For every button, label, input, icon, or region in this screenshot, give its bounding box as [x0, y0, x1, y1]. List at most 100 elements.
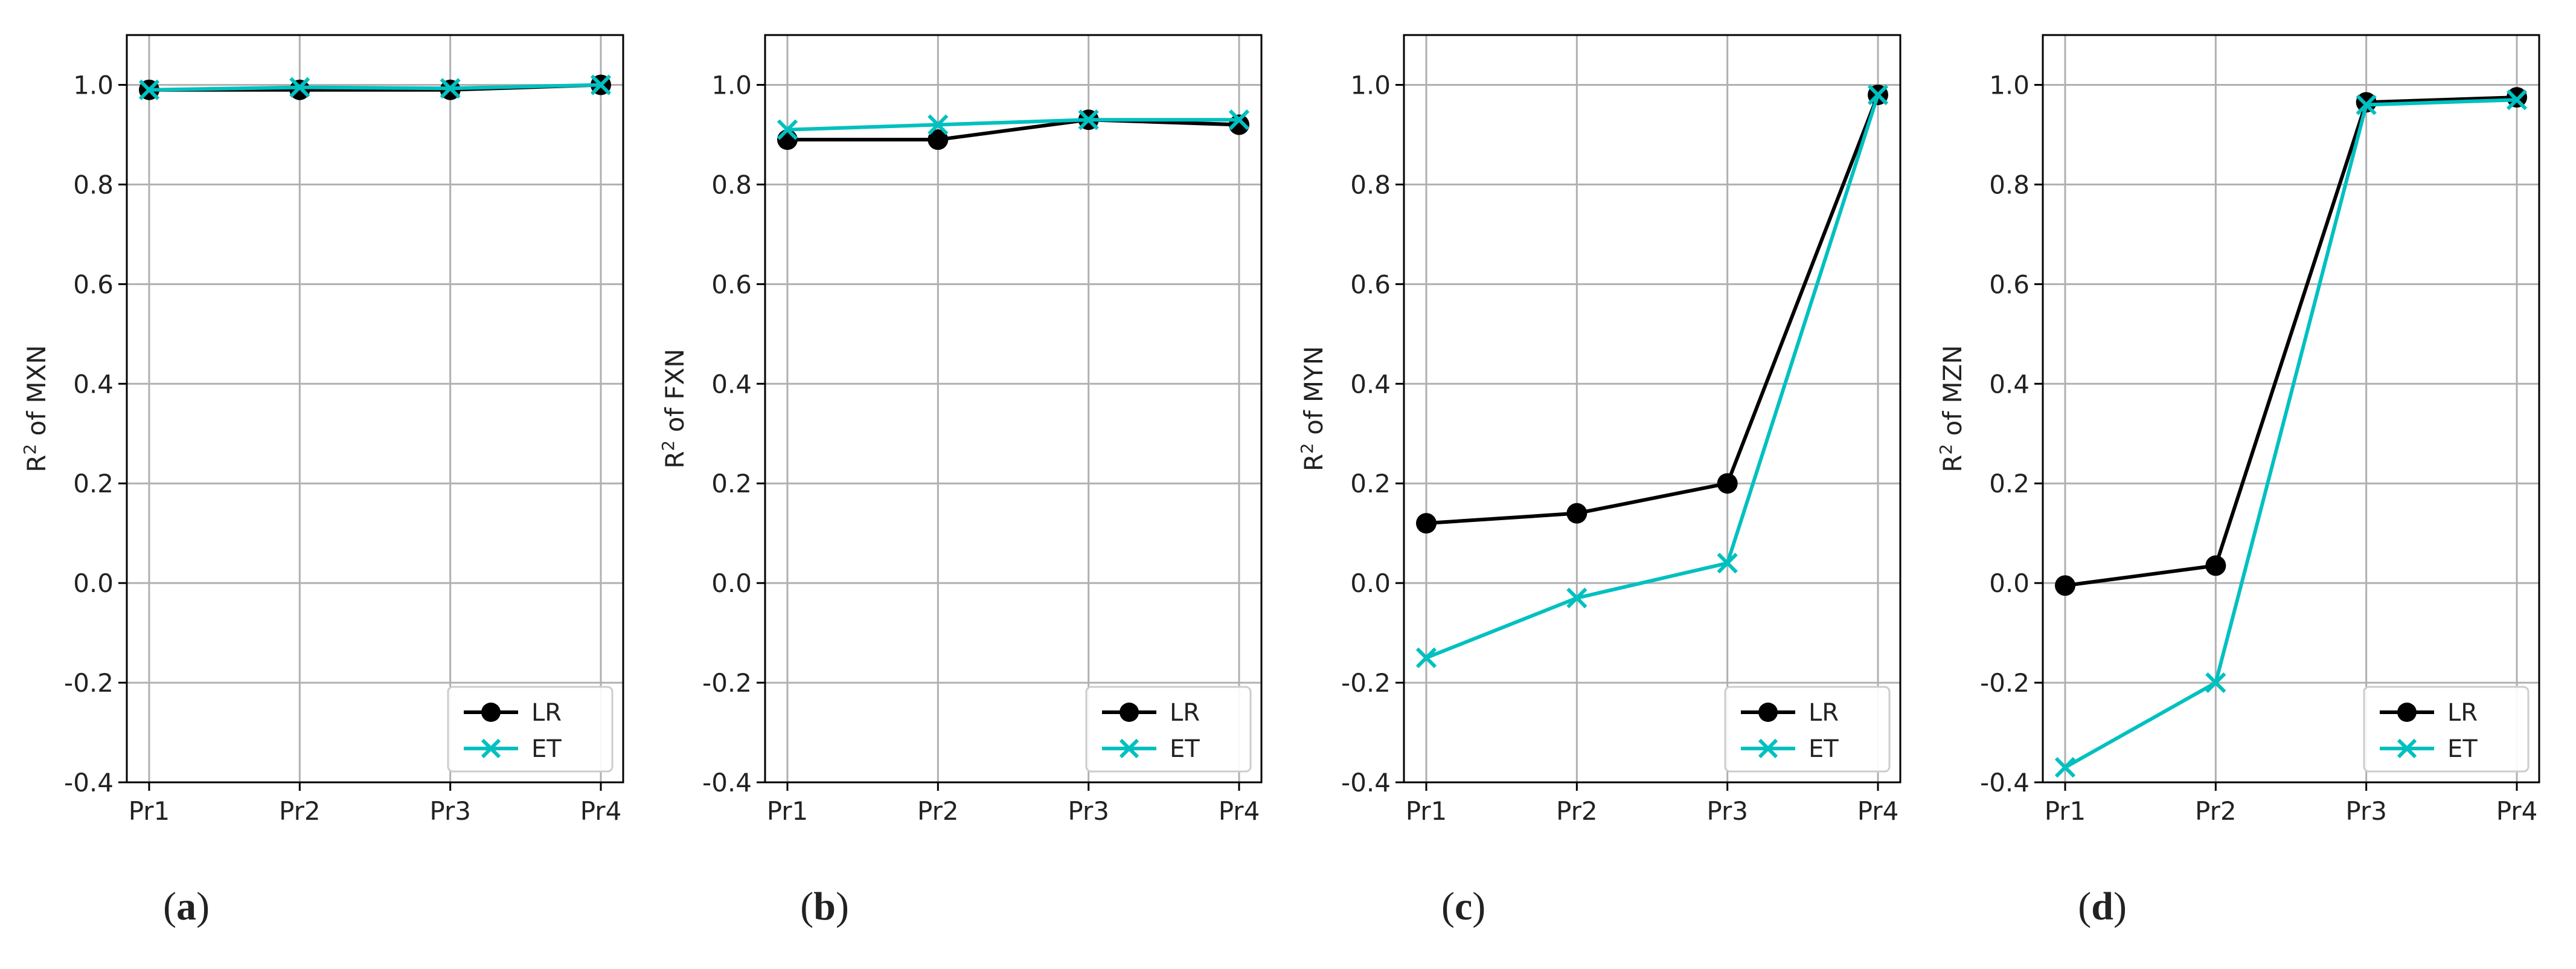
legend-marker-et — [481, 738, 501, 759]
x-tick-label: Pr4 — [1219, 796, 1260, 826]
legend-label: ET — [2447, 735, 2478, 763]
data-point-lr — [2054, 575, 2075, 596]
x-tick-label: Pr2 — [279, 796, 321, 826]
y-tick-label: -0.2 — [64, 668, 114, 698]
data-point-et — [138, 79, 160, 100]
plot-frame — [2042, 34, 2540, 784]
y-tick-label: 0.4 — [1989, 369, 2030, 399]
legend: LR ET — [447, 686, 614, 773]
y-axis-label-rest: of MXN — [22, 345, 51, 444]
y-tick-label: 0.8 — [1350, 170, 1391, 199]
legend-marker-lr — [1120, 703, 1139, 722]
panel-label-letter: c — [1455, 884, 1472, 929]
y-tick-label: -0.2 — [702, 668, 752, 698]
data-point-et-stroke — [777, 119, 798, 140]
panel-label-close-paren: ) — [2113, 884, 2127, 929]
data-point-et — [2054, 757, 2076, 778]
panel-label-open-paren: ( — [163, 884, 176, 929]
legend-marker-lr — [1758, 703, 1778, 722]
x-tick-label: Pr2 — [917, 796, 959, 826]
panel-label: (d) — [2078, 884, 2127, 929]
data-point-et — [1717, 553, 1738, 574]
legend-label: ET — [1170, 735, 1200, 763]
data-point-et — [2205, 672, 2226, 694]
data-point-et — [590, 74, 612, 95]
x-tick-label: Pr2 — [1556, 796, 1598, 826]
plot-frame — [764, 34, 1263, 784]
data-point-et — [440, 78, 461, 99]
data-point-et-stroke — [1717, 553, 1738, 574]
y-tick-label: 1.0 — [1350, 70, 1391, 100]
legend-marker-lr — [2397, 703, 2417, 722]
legend-box — [447, 686, 614, 773]
legend-label: LR — [1170, 699, 1200, 727]
x-tick-label: Pr4 — [2496, 796, 2538, 826]
panel-label-close-paren: ) — [836, 884, 849, 929]
legend-box — [1085, 686, 1252, 773]
y-axis-label-superscript: 2 — [1297, 443, 1317, 454]
y-tick-label: -0.4 — [702, 768, 752, 797]
y-axis-label-rest: of MZN — [1938, 345, 1967, 444]
data-point-et — [1867, 84, 1889, 106]
data-point-et-stroke — [2054, 757, 2076, 778]
panel-label-close-paren: ) — [196, 884, 210, 929]
y-tick-label: 0.4 — [73, 369, 114, 399]
data-point-et — [1078, 109, 1099, 130]
y-tick-label: 1.0 — [73, 70, 114, 100]
y-tick-label: 0.4 — [1350, 369, 1391, 399]
series-line-lr — [787, 118, 1240, 142]
chart-panel-d: -0.4 -0.2 0.0 0.2 0.4 0.6 0.8 1.0 Pr1 Pr2 Pr3 Pr4 R2… — [1936, 34, 2540, 929]
plot-frame — [126, 34, 624, 784]
chart-panel-a: -0.4 -0.2 0.0 0.2 0.4 0.6 0.8 1.0 Pr1 Pr2 Pr3 Pr4 R2… — [20, 34, 624, 929]
y-tick-label: 0.2 — [1989, 469, 2030, 498]
data-point-lr — [1717, 473, 1738, 494]
series-line-et — [149, 83, 601, 92]
legend: LR ET — [1724, 686, 1891, 773]
legend: LR ET — [1085, 686, 1252, 773]
legend-marker-et — [2397, 738, 2417, 759]
legend-label: LR — [2447, 699, 2478, 727]
data-point-lr — [928, 129, 949, 150]
panel-label-open-paren: ( — [800, 884, 813, 929]
plot-frame — [1403, 34, 1902, 784]
data-point-et-stroke — [1415, 647, 1437, 668]
panel-label-letter: a — [176, 884, 196, 929]
legend-box — [1724, 686, 1891, 773]
data-point-et — [777, 119, 798, 140]
y-axis-label: R2 of MXN — [20, 345, 51, 472]
data-point-et-stroke — [138, 79, 160, 100]
y-tick-label: 0.8 — [1989, 170, 2030, 199]
panel-label-open-paren: ( — [2078, 884, 2091, 929]
y-axis-label-base: R — [1938, 455, 1967, 472]
y-tick-label: 0.2 — [711, 469, 752, 498]
y-tick-label: -0.2 — [1980, 668, 2030, 698]
data-point-et — [928, 114, 949, 135]
chart-panel-c: -0.4 -0.2 0.0 0.2 0.4 0.6 0.8 1.0 Pr1 Pr2 Pr3 Pr4 R2… — [1297, 34, 1902, 929]
x-tick-label: Pr3 — [1706, 796, 1748, 826]
x-tick-label: Pr2 — [2195, 796, 2237, 826]
y-tick-label: 0.2 — [73, 469, 114, 498]
data-point-et — [1228, 109, 1250, 130]
y-axis-label-superscript: 2 — [1936, 444, 1956, 455]
series-line-et — [2064, 98, 2517, 769]
x-tick-label: Pr4 — [580, 796, 622, 826]
y-tick-label: 0.6 — [73, 269, 114, 299]
x-tick-label: Pr3 — [2345, 796, 2387, 826]
y-tick-label: 0.2 — [1350, 469, 1391, 498]
chart-panel-b: -0.4 -0.2 0.0 0.2 0.4 0.6 0.8 1.0 Pr1 Pr2 Pr3 Pr4 R2… — [658, 34, 1263, 929]
data-point-et — [1566, 587, 1588, 608]
x-tick-label: Pr1 — [1406, 796, 1447, 826]
y-tick-label: 0.0 — [73, 568, 114, 598]
y-tick-label: 0.0 — [711, 568, 752, 598]
y-axis-label-rest: of FXN — [660, 349, 690, 440]
x-tick-label: Pr1 — [767, 796, 809, 826]
data-point-et-stroke — [928, 114, 949, 135]
y-tick-label: 1.0 — [711, 70, 752, 100]
data-point-et-stroke — [590, 74, 612, 95]
series-line-et — [1425, 94, 1880, 660]
y-tick-label: 0.0 — [1350, 568, 1391, 598]
panel-label: (c) — [1441, 884, 1485, 929]
legend-marker-et — [1758, 738, 1778, 759]
legend-label: LR — [1809, 699, 1839, 727]
y-tick-label: -0.4 — [64, 768, 114, 797]
